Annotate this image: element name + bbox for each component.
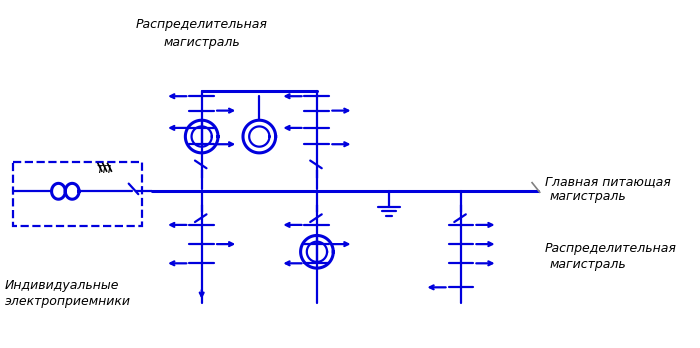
Text: ТП: ТП bbox=[96, 165, 111, 175]
Text: Распределительная: Распределительная bbox=[545, 243, 676, 255]
Bar bbox=[13, 163, 142, 226]
Text: магистраль: магистраль bbox=[163, 36, 240, 49]
Text: магистраль: магистраль bbox=[550, 258, 626, 271]
Text: магистраль: магистраль bbox=[550, 190, 626, 203]
Text: Индивидуальные: Индивидуальные bbox=[5, 279, 119, 292]
Text: Распределительная: Распределительная bbox=[136, 18, 267, 31]
Text: электроприемники: электроприемники bbox=[5, 295, 131, 308]
Text: Главная питающая: Главная питающая bbox=[545, 175, 671, 188]
